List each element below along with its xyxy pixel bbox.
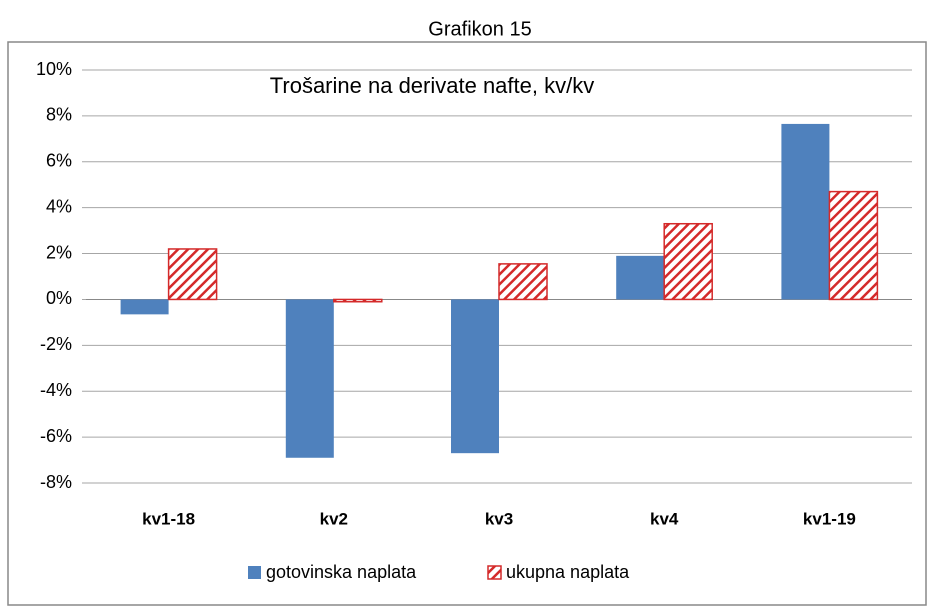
bar bbox=[616, 255, 665, 300]
y-tick-label: 2% bbox=[46, 242, 72, 262]
y-tick-label: -2% bbox=[40, 334, 72, 354]
y-tick-label: -6% bbox=[40, 426, 72, 446]
legend-swatch bbox=[487, 565, 502, 580]
bar bbox=[663, 222, 713, 301]
bar bbox=[451, 299, 499, 454]
x-tick-label: kv1-18 bbox=[142, 509, 195, 528]
bar bbox=[828, 190, 879, 301]
y-tick-label: 0% bbox=[46, 288, 72, 308]
y-tick-label: 10% bbox=[36, 59, 72, 79]
y-tick-label: 8% bbox=[46, 105, 72, 125]
bar bbox=[498, 263, 548, 301]
bar bbox=[120, 299, 169, 315]
bar bbox=[285, 299, 334, 458]
legend-label: gotovinska naplata bbox=[266, 562, 417, 582]
bar bbox=[333, 298, 383, 303]
y-tick-label: 4% bbox=[46, 196, 72, 216]
bar bbox=[781, 123, 830, 300]
y-tick-label: 6% bbox=[46, 151, 72, 171]
y-tick-label: -4% bbox=[40, 380, 72, 400]
chart-title: Trošarine na derivate nafte, kv/kv bbox=[270, 73, 594, 98]
x-tick-label: kv3 bbox=[485, 509, 513, 528]
x-tick-label: kv2 bbox=[320, 509, 348, 528]
legend-label: ukupna naplata bbox=[506, 562, 630, 582]
y-tick-label: -8% bbox=[40, 472, 72, 492]
x-tick-label: kv1-19 bbox=[803, 509, 856, 528]
legend-swatch bbox=[248, 566, 261, 579]
x-tick-label: kv4 bbox=[650, 509, 679, 528]
page-header: Grafikon 15 bbox=[428, 18, 531, 40]
bar bbox=[167, 248, 218, 301]
